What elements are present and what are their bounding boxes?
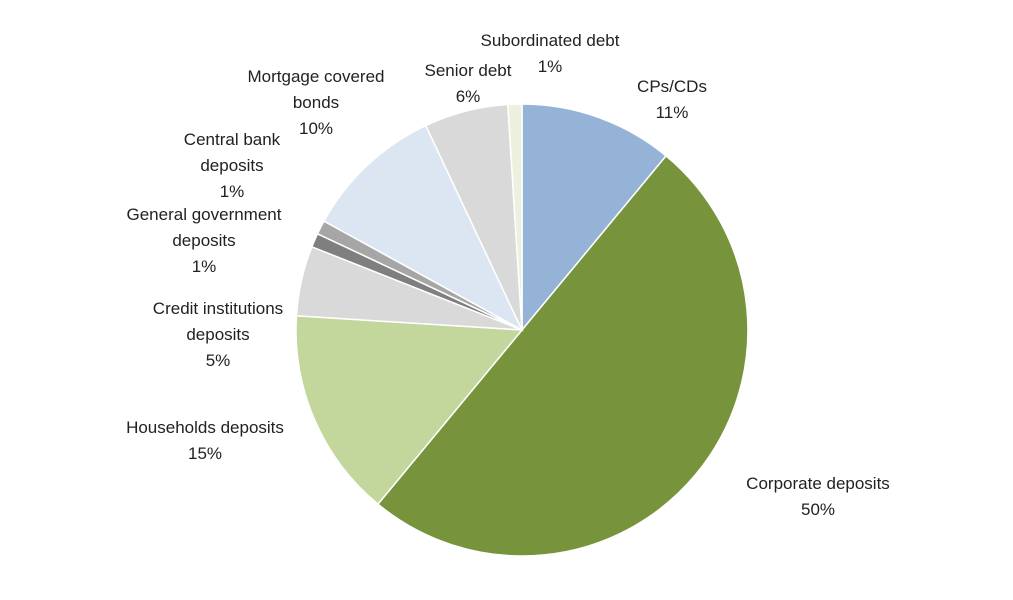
- slice-label: Senior debt 6%: [408, 58, 528, 110]
- value-label: 15%: [187, 444, 223, 463]
- slice-label: Central bank deposits 1%: [177, 127, 287, 205]
- category-name: Credit institutions deposits: [152, 299, 284, 344]
- category-name: CPs/CDs: [637, 77, 707, 96]
- value-label: 11%: [655, 103, 689, 122]
- slice-label: Mortgage covered bonds 10%: [229, 64, 404, 142]
- category-name: Households deposits: [126, 418, 284, 437]
- value-label: 6%: [455, 87, 481, 106]
- category-name: Mortgage covered bonds: [247, 67, 385, 112]
- category-name: Subordinated debt: [480, 31, 620, 50]
- pie-slice: [376, 154, 749, 557]
- value-label: 5%: [205, 351, 231, 370]
- category-name: General government deposits: [126, 205, 282, 250]
- category-name: Corporate deposits: [746, 474, 890, 493]
- value-label: 1%: [191, 257, 217, 276]
- value-label: 1%: [537, 57, 563, 76]
- category-name: Senior debt: [424, 61, 512, 80]
- slice-label: General government deposits 1%: [107, 202, 302, 280]
- value-label: 1%: [219, 182, 245, 201]
- pie-slice: [322, 124, 524, 332]
- slice-label: CPs/CDs 11%: [612, 74, 732, 126]
- value-label: 50%: [800, 500, 836, 519]
- pie-slice: [507, 103, 523, 331]
- pie-slice: [295, 315, 524, 506]
- slice-label: Households deposits 15%: [105, 415, 305, 467]
- slice-label: Corporate deposits 50%: [718, 471, 918, 523]
- slice-label: Credit institutions deposits 5%: [131, 296, 306, 374]
- value-label: 10%: [298, 119, 334, 138]
- category-name: Central bank deposits: [183, 130, 281, 175]
- pie-slice: [521, 103, 668, 333]
- slice-label: Subordinated debt 1%: [460, 28, 640, 80]
